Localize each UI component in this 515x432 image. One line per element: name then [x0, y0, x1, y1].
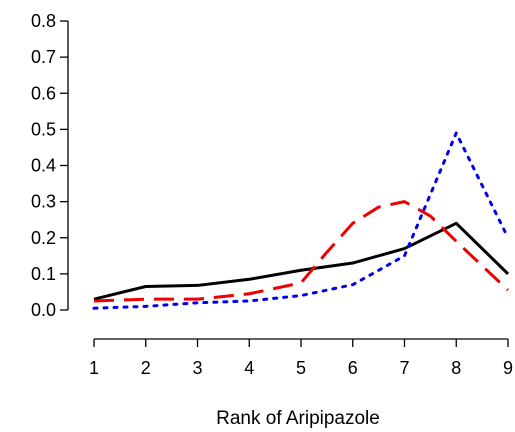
y-tick-label: 0.5 [31, 119, 56, 139]
series-solid-line [93, 221, 510, 301]
series-dashed-line [93, 200, 510, 303]
x-tick-label: 6 [348, 358, 358, 378]
y-tick-label: 0.8 [31, 11, 56, 31]
x-tick-label: 9 [503, 358, 513, 378]
x-tick-label: 3 [192, 358, 202, 378]
x-tick-label: 1 [89, 358, 99, 378]
x-tick-label: 7 [399, 358, 409, 378]
y-tick-label: 0.7 [31, 47, 56, 67]
y-tick-label: 0.1 [31, 264, 56, 284]
y-tick-label: 0.6 [31, 83, 56, 103]
y-tick-label: 0.2 [31, 228, 56, 248]
x-tick-label: 8 [451, 358, 461, 378]
x-tick-label: 4 [244, 358, 254, 378]
x-axis-title: Rank of Aripipazole [216, 408, 380, 429]
series-dotted-line [92, 131, 510, 310]
y-tick-label: 0.0 [31, 300, 56, 320]
x-axis: 1 2 3 4 5 6 7 8 9 [89, 338, 513, 378]
y-axis: 0.0 0.1 0.2 0.3 0.4 0.5 0.6 0.7 0.8 [31, 11, 69, 320]
series-layer [92, 131, 510, 310]
y-tick-label: 0.3 [31, 192, 56, 212]
y-tick-label: 0.4 [31, 156, 56, 176]
x-tick-label: 2 [141, 358, 151, 378]
x-tick-label: 5 [296, 358, 306, 378]
